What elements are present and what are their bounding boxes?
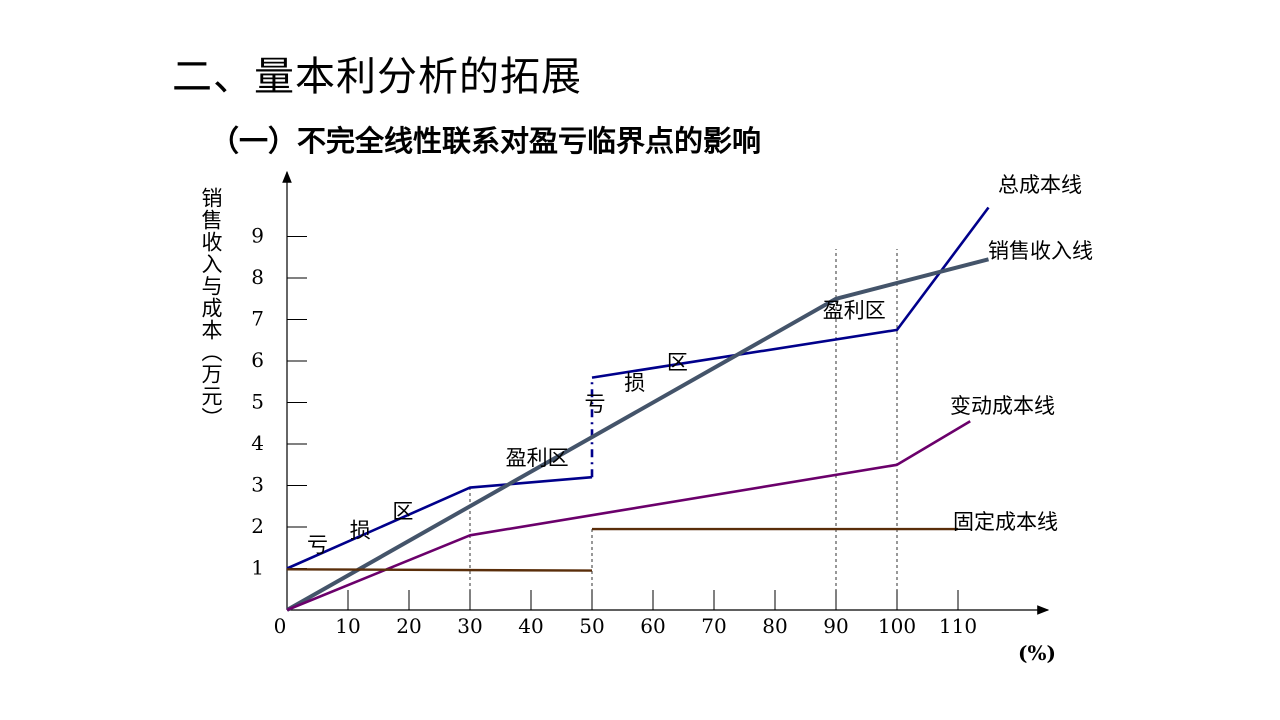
y-tick-label-4: 4 bbox=[251, 431, 264, 455]
page-subtitle: （一）不完全线性联系对盈亏临界点的影响 bbox=[210, 124, 762, 158]
x-tick-label-10: 10 bbox=[335, 614, 360, 638]
y-tick-label-2: 2 bbox=[251, 514, 264, 538]
fixed_cost-line-segment-1 bbox=[286, 568, 593, 572]
y-tick-label-5: 5 bbox=[251, 390, 264, 414]
x-tick-label-70: 70 bbox=[701, 614, 726, 638]
x-tick-label-20: 20 bbox=[396, 614, 421, 638]
y-tick-label-6: 6 bbox=[251, 348, 264, 372]
y-tick-label-9: 9 bbox=[251, 224, 264, 248]
total_cost-line-segment-2 bbox=[591, 206, 990, 379]
fixed_cost-legend-label: 固定成本线 bbox=[953, 510, 1058, 534]
region-label-2: 损 bbox=[350, 518, 371, 542]
y-axis-label: 销售收入与成本（万元） bbox=[199, 187, 223, 429]
x-tick-label-100: 100 bbox=[878, 614, 916, 638]
x-tick-label-50: 50 bbox=[579, 614, 604, 638]
revenue-legend-label: 销售收入线 bbox=[988, 239, 1093, 263]
region-label-7: 区 bbox=[667, 350, 688, 374]
x-tick-label-0: 0 bbox=[274, 614, 287, 638]
variable_cost-line-segment-1 bbox=[286, 420, 971, 612]
y-tick-label-7: 7 bbox=[251, 307, 264, 331]
total_cost-legend-label: 总成本线 bbox=[998, 173, 1082, 197]
region-label-3: 区 bbox=[392, 500, 413, 524]
x-tick-label-80: 80 bbox=[762, 614, 787, 638]
region-label-8: 盈利区 bbox=[823, 298, 886, 322]
region-label-1: 亏 bbox=[307, 533, 328, 557]
y-tick-label-1: 1 bbox=[251, 556, 264, 580]
x-tick-label-60: 60 bbox=[640, 614, 665, 638]
x-tick-label-40: 40 bbox=[518, 614, 543, 638]
x-tick-label-90: 90 bbox=[823, 614, 848, 638]
y-tick-label-3: 3 bbox=[251, 473, 264, 497]
variable_cost-legend-label: 变动成本线 bbox=[950, 394, 1055, 418]
region-label-4: 盈利区 bbox=[506, 446, 569, 470]
x-axis-label: (%) bbox=[1018, 641, 1056, 665]
x-tick-label-110: 110 bbox=[939, 614, 977, 638]
page-title: 二、量本利分析的拓展 bbox=[172, 54, 582, 100]
region-label-5: 亏 bbox=[585, 392, 606, 416]
region-label-6: 损 bbox=[624, 371, 645, 395]
x-tick-label-30: 30 bbox=[457, 614, 482, 638]
y-tick-label-8: 8 bbox=[251, 265, 264, 289]
